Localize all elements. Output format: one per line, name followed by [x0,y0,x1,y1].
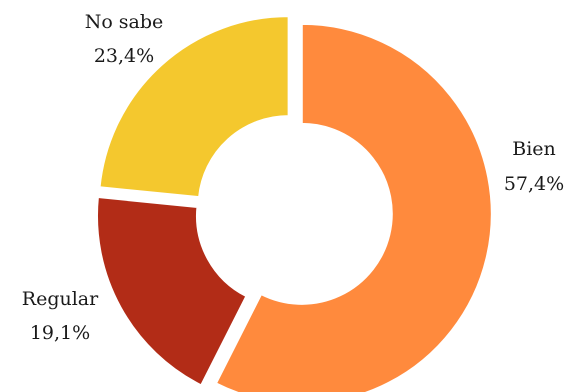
label-regular: Regular 19,1% [22,288,99,344]
label-bien-value: 57,4% [504,173,564,195]
label-regular-value: 19,1% [30,322,90,344]
slice-no-sabe [98,15,290,199]
label-regular-name: Regular [22,288,99,310]
label-no-sabe-value: 23,4% [94,45,154,67]
slice-regular [96,195,248,387]
slice-bien [214,22,493,392]
label-bien: Bien 57,4% [504,138,564,195]
label-bien-name: Bien [512,138,556,160]
label-no-sabe-name: No sabe [85,11,164,33]
slices-group [96,15,493,392]
label-no-sabe: No sabe 23,4% [85,11,164,67]
